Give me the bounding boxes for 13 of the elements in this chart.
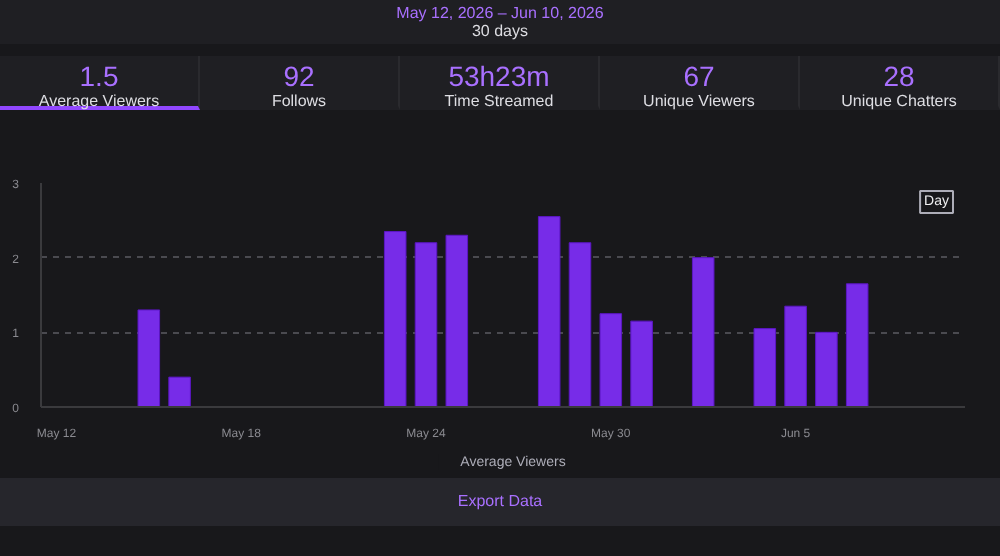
- text: Follows: [269, 92, 329, 112]
- text: 67: [681, 60, 717, 92]
- text: Export Data: [0, 478, 1000, 526]
- chart-subtitle: 30 days: [469, 22, 531, 40]
- text: 28: [881, 60, 917, 92]
- text: 53h23m: [446, 60, 552, 92]
- text: 92: [281, 60, 317, 92]
- text: Unique Viewers: [641, 92, 757, 112]
- text: 1.5: [77, 60, 121, 92]
- text: Average Viewers: [36, 92, 162, 112]
- chart-title: May 12, 2026 – Jun 10, 2026: [394, 4, 606, 22]
- text: Unique Chatters: [839, 92, 959, 112]
- text: Time Streamed: [442, 92, 556, 112]
